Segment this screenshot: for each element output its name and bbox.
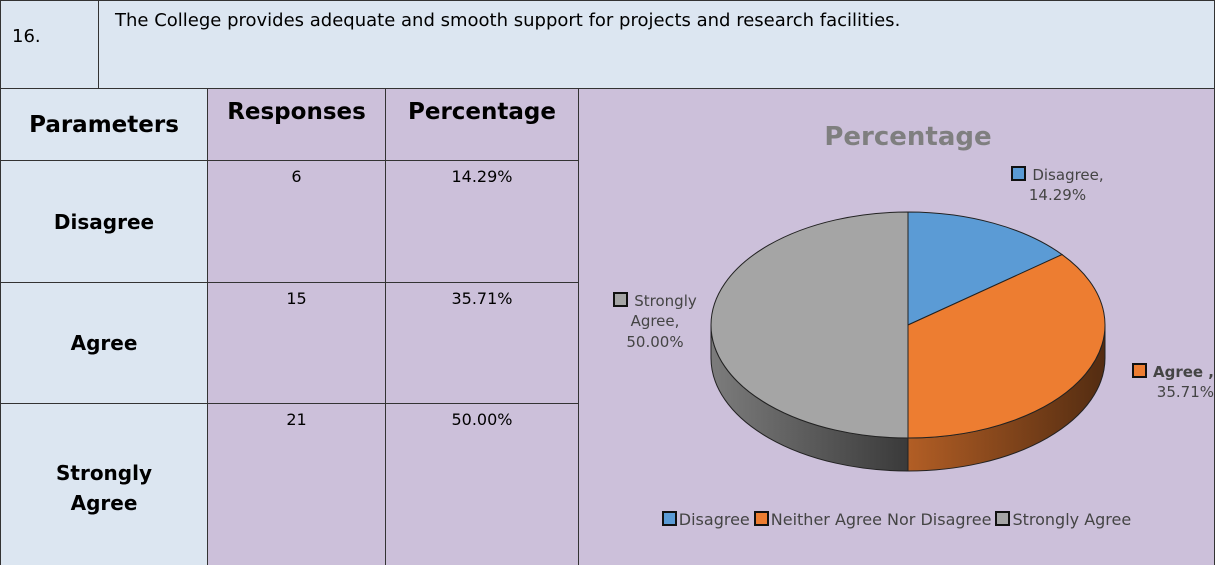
response-cell: 15 <box>207 282 386 404</box>
label-name: Agree , <box>1152 363 1214 381</box>
data-label: Disagree, 14.29% <box>990 165 1125 206</box>
legend-label: Disagree <box>678 510 750 529</box>
legend-item: Neither Agree Nor Disagree <box>753 510 992 529</box>
header-cell: Parameters <box>0 88 208 161</box>
legend-key <box>661 511 677 526</box>
chart-title: Percentage <box>824 122 991 152</box>
parameter-cell: Strongly Agree <box>0 403 208 565</box>
label-key <box>1011 166 1027 181</box>
label-value: 50.00% <box>626 332 684 351</box>
parameter-cell: Disagree <box>0 160 208 283</box>
legend-key <box>753 511 769 526</box>
percentage-cell: 14.29% <box>385 160 579 283</box>
data-label: Agree , 35.71% <box>1112 362 1214 403</box>
label-key <box>613 292 629 307</box>
percentage-cell: 50.00% <box>385 403 579 565</box>
legend: Disagree Neither Agree Nor Disagree Strong… <box>578 510 1215 529</box>
legend-item: Strongly Agree <box>995 510 1131 529</box>
legend-label: Neither Agree Nor Disagree <box>770 510 992 529</box>
header-cell: Responses <box>207 88 386 161</box>
response-cell: 21 <box>207 403 386 565</box>
data-label: Strongly Agree, 50.00% <box>600 291 710 352</box>
label-key <box>1131 363 1147 378</box>
response-cell: 6 <box>207 160 386 283</box>
percentage-cell: 35.71% <box>385 282 579 404</box>
label-value: 35.71% <box>1156 383 1214 402</box>
legend-item: Disagree <box>661 510 750 529</box>
chart: Percentage <box>710 122 1106 472</box>
slice <box>907 253 1106 439</box>
header-cell: Percentage <box>385 88 579 161</box>
legend-label: Strongly Agree <box>1012 510 1132 529</box>
header-row <box>0 0 1215 89</box>
legend-key <box>995 511 1011 526</box>
question-number: 16. <box>0 0 99 89</box>
slice <box>710 211 909 439</box>
label-name: Disagree, <box>1032 166 1104 184</box>
label-value: 14.29% <box>1028 186 1087 205</box>
label-name: Strongly Agree, <box>630 292 697 331</box>
slice <box>907 211 1064 326</box>
parameter-cell: Agree <box>0 282 208 404</box>
question-text: The College provides adequate and smooth… <box>115 10 901 31</box>
